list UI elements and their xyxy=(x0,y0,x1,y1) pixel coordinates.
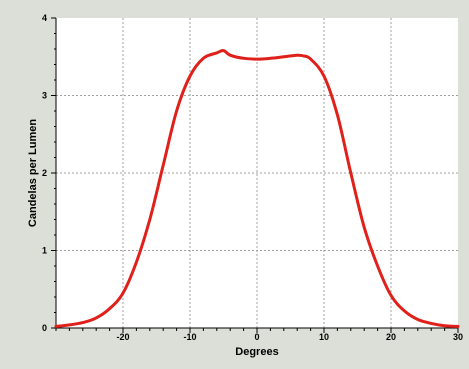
x-tick-label: 20 xyxy=(386,332,396,342)
y-tick-label: 2 xyxy=(42,168,47,178)
tick-labels: -20 -10 0 10 20 30 0 1 2 3 4 xyxy=(42,13,463,342)
x-axis-title: Degrees xyxy=(235,346,278,358)
x-tick-label: -20 xyxy=(116,332,129,342)
axes xyxy=(51,17,459,333)
y-axis-title: Candelas per Lumen xyxy=(27,119,39,227)
x-tick-label: 10 xyxy=(319,332,329,342)
grid-lines xyxy=(56,18,458,328)
y-tick-label: 3 xyxy=(42,91,47,101)
series-line xyxy=(54,49,460,328)
y-tick-label: 4 xyxy=(42,13,47,23)
y-tick-label: 1 xyxy=(42,246,47,256)
x-tick-label: 0 xyxy=(254,332,259,342)
y-tick-label: 0 xyxy=(42,323,47,333)
x-tick-label: 30 xyxy=(453,332,463,342)
x-tick-label: -10 xyxy=(183,332,196,342)
